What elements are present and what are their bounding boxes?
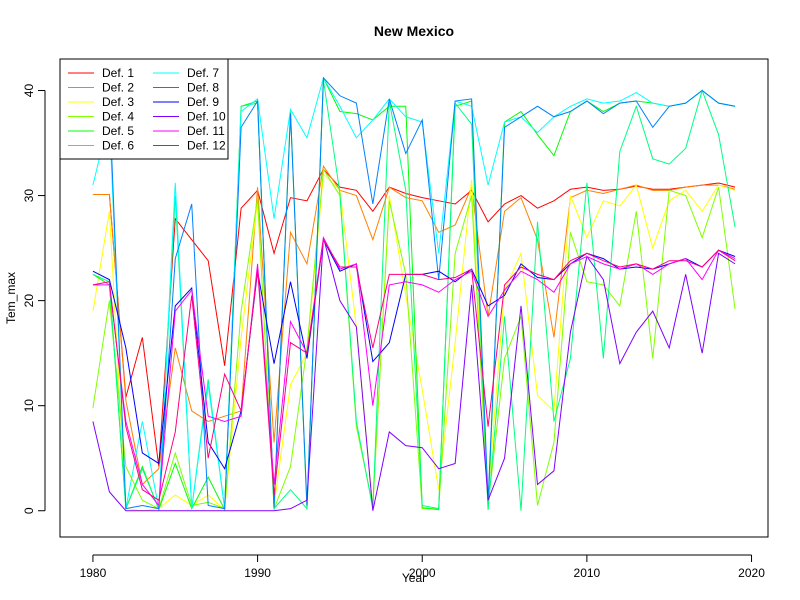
legend-label-def-2: Def. 2 (102, 81, 134, 95)
legend-label-def-8: Def. 8 (187, 81, 219, 95)
y-tick-label: 30 (22, 189, 36, 203)
x-tick-label: 1990 (244, 566, 271, 580)
legend-label-def-12: Def. 12 (187, 139, 226, 153)
series-line-def-12 (92, 238, 736, 502)
x-tick-label: 1980 (80, 566, 107, 580)
legend-box (59, 58, 229, 160)
legend-label-def-5: Def. 5 (102, 124, 134, 138)
plot-frame (59, 58, 769, 538)
x-tick-label: 2010 (574, 566, 601, 580)
legend-label-def-11: Def. 11 (187, 124, 225, 138)
series-line-def-10 (92, 237, 736, 512)
y-tick-label: 40 (22, 84, 36, 98)
chart-title: New Mexico (374, 23, 454, 39)
y-axis-label: Tem_max (4, 272, 18, 324)
y-tick-label: 20 (22, 294, 36, 308)
legend-label-def-1: Def. 1 (102, 66, 134, 80)
legend-label-def-4: Def. 4 (102, 110, 134, 124)
legend-label-def-9: Def. 9 (187, 95, 219, 109)
legend-label-def-7: Def. 7 (187, 66, 219, 80)
series-line-def-2 (92, 164, 736, 486)
plot-area (92, 76, 736, 512)
legend-label-def-10: Def. 10 (187, 110, 226, 124)
x-axis: 1980 1990 2000 2010 2020 (80, 554, 765, 580)
x-tick-label: 2000 (409, 566, 436, 580)
series-line-def-7 (92, 76, 736, 509)
series-line-def-4 (92, 167, 736, 510)
y-axis: 0 10 20 30 40 (22, 84, 46, 514)
legend-label-def-3: Def. 3 (102, 95, 134, 109)
y-tick-label: 10 (22, 399, 36, 413)
x-axis-label: Year (402, 571, 426, 585)
y-tick-label: 0 (22, 507, 36, 514)
legend-label-def-6: Def. 6 (102, 139, 134, 153)
series-line-def-11 (92, 235, 736, 507)
x-tick-label: 2020 (738, 566, 765, 580)
series-line-def-1 (92, 168, 736, 467)
